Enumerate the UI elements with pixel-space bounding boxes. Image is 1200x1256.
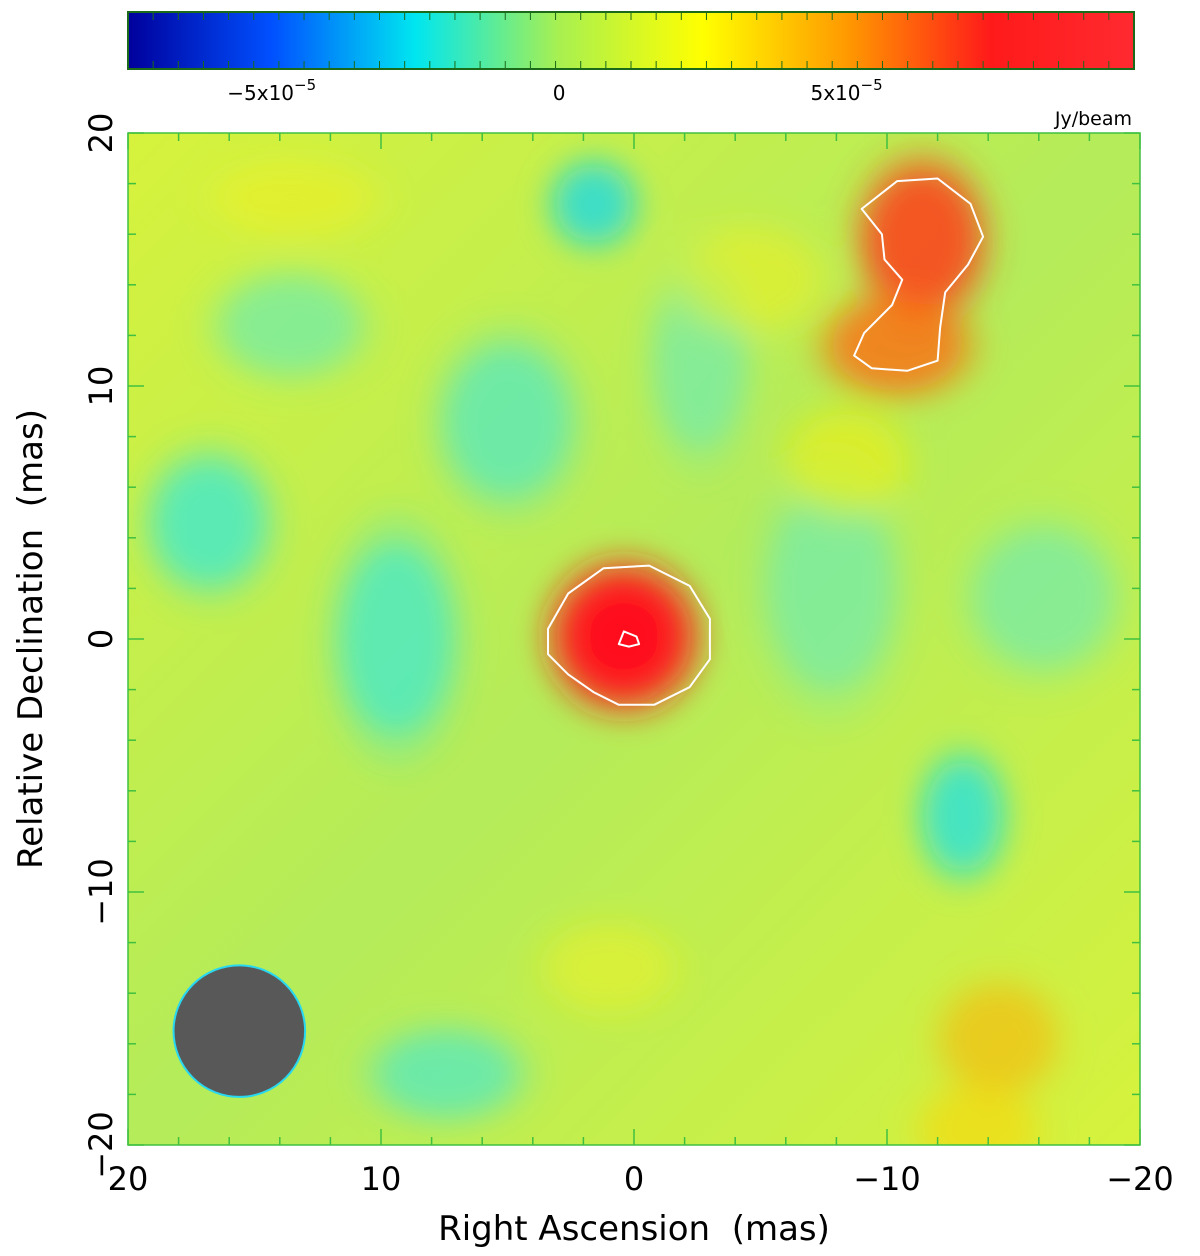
colorbar-strip: [127, 11, 1135, 70]
y-tick-labels: 20 10 0 −10 −20: [82, 113, 120, 1179]
minor-ticks: [127, 132, 1141, 1146]
y-tick-label: −20: [82, 1111, 120, 1179]
y-tick-label: 10: [82, 366, 120, 407]
map-component: [951, 506, 1137, 691]
map-component: [197, 260, 383, 390]
map-component: [322, 509, 470, 769]
map-component: [772, 397, 921, 527]
intensity-map: [135, 147, 1137, 1145]
contours: [547, 177, 985, 706]
x-tick-label: −20: [1106, 1160, 1174, 1198]
contour-line: [617, 630, 641, 648]
beam: [172, 964, 307, 1098]
colorbar-tick-labels: −5x10−5 0 5x10−5: [227, 76, 882, 105]
colorbar-ticks: [127, 12, 1135, 69]
colorbar-tick-exponent: −5: [294, 76, 316, 94]
y-axis-label: Relative Declination (mas): [11, 409, 51, 869]
colorbar-tick-label: 5x10−5: [811, 76, 883, 105]
x-tick-label: 0: [624, 1160, 644, 1198]
x-axis-label: Right Ascension (mas): [438, 1209, 830, 1249]
x-tick-label: 10: [361, 1160, 402, 1198]
contour-line: [547, 564, 711, 706]
contour-line: [853, 177, 985, 372]
beam-ellipse: [172, 964, 307, 1098]
colorbar-tick-label: 0: [553, 81, 566, 105]
map-component: [542, 153, 645, 255]
x-tick-labels: 20 10 0 −10 −20: [108, 1160, 1174, 1198]
colorbar-tick-label: −5x10−5: [227, 76, 316, 105]
map-component: [424, 319, 591, 523]
map-component: [354, 1018, 539, 1130]
map-component: [924, 969, 1073, 1108]
map-component: [525, 912, 692, 1024]
colorbar-unit: Jy/beam: [1054, 108, 1132, 130]
plot-area: [127, 132, 1141, 1146]
x-tick-label: −10: [853, 1160, 921, 1198]
x-tick-label: 20: [108, 1160, 149, 1198]
map-component: [912, 742, 1014, 890]
y-tick-label: 20: [82, 113, 120, 154]
map-component: [658, 215, 843, 345]
map-component: [135, 439, 283, 606]
map-component: [848, 147, 997, 332]
y-tick-label: 0: [82, 629, 120, 649]
plot-frame: [127, 132, 1141, 1146]
map-component: [193, 152, 397, 245]
y-tick-label: −10: [82, 858, 120, 926]
colorbar: −5x10−5 0 5x10−5 Jy/beam: [127, 11, 1135, 130]
map-component: [904, 1074, 1052, 1145]
colorbar-tick-exponent: −5: [861, 76, 883, 94]
map-component: [540, 553, 707, 720]
